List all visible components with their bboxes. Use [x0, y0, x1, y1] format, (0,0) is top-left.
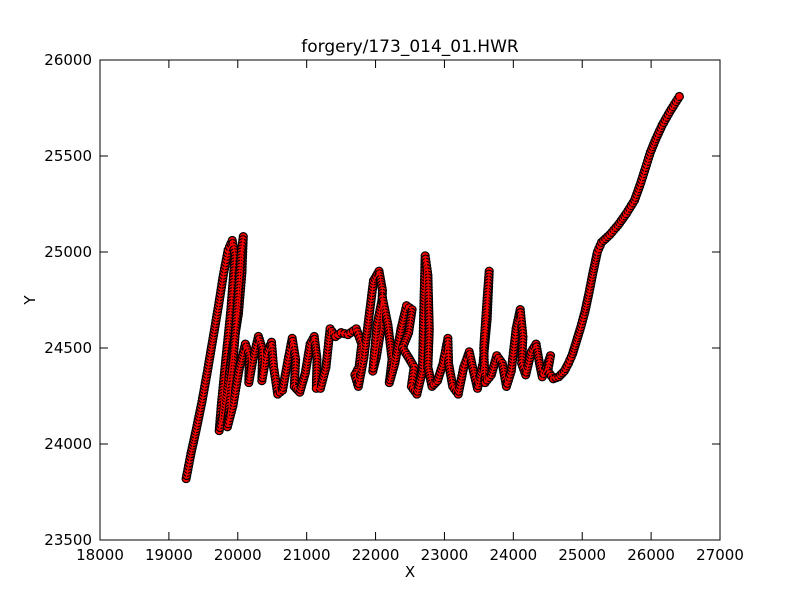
x-tick-label: 24000: [489, 546, 537, 564]
y-tick-label: 26000: [44, 51, 92, 69]
x-tick-label: 27000: [696, 546, 744, 564]
x-tick-label: 22000: [352, 546, 400, 564]
x-tick-label: 23000: [421, 546, 469, 564]
series-line: [185, 96, 680, 479]
plot-frame: [99, 59, 721, 541]
y-tick-label: 23500: [44, 531, 92, 549]
x-axis: 18000 19000 20000 21000 22000 23000 24000 25000…: [76, 60, 744, 564]
y-tick-label: 24000: [44, 435, 92, 453]
x-tick-label: 20000: [214, 546, 262, 564]
data-layer: [181, 91, 684, 484]
x-tick-label: 21000: [283, 546, 331, 564]
x-tick-label: 18000: [76, 546, 124, 564]
y-tick-label: 24500: [44, 339, 92, 357]
y-tick-label: 25000: [44, 243, 92, 261]
x-tick-label: 26000: [627, 546, 675, 564]
x-axis-label: X: [405, 563, 415, 581]
x-tick-label: 25000: [558, 546, 606, 564]
x-tick-label: 19000: [145, 546, 193, 564]
y-axis-label: Y: [21, 295, 39, 306]
chart-title: forgery/173_014_01.HWR: [301, 37, 519, 57]
y-axis: 23500 24000 24500 25000 25500 26000: [44, 51, 720, 549]
y-tick-label: 25500: [44, 147, 92, 165]
